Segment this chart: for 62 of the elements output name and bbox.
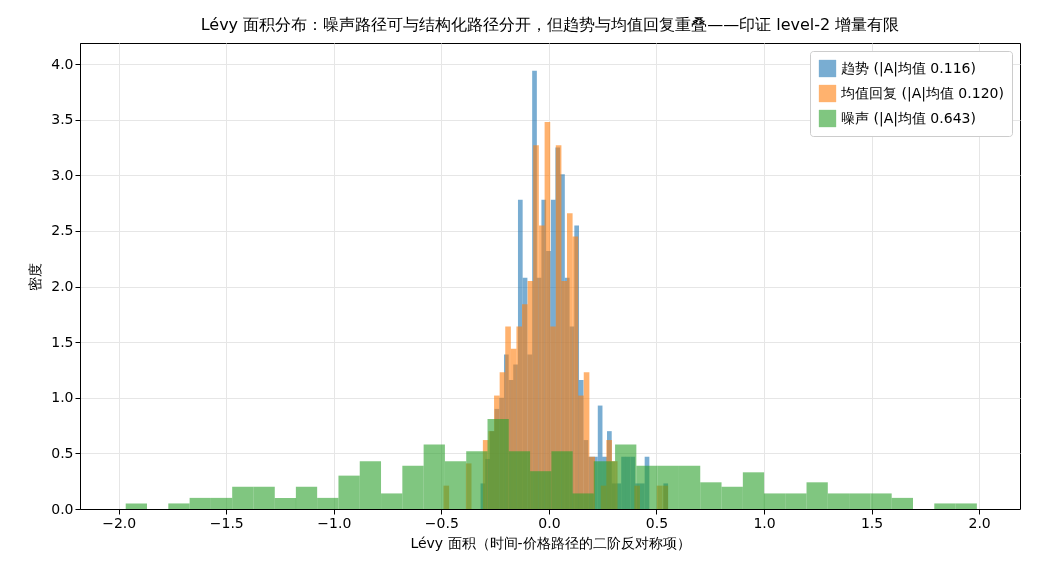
bar xyxy=(508,451,531,509)
x-tick-label: 0.0 xyxy=(538,514,561,531)
bar xyxy=(359,461,382,509)
bar xyxy=(678,465,701,509)
bar xyxy=(466,451,488,509)
bar xyxy=(636,465,658,509)
bar xyxy=(232,486,254,509)
x-tick-label: 1.0 xyxy=(753,514,776,531)
x-tick-label: −1.5 xyxy=(209,514,244,531)
x-tick-label: 2.0 xyxy=(968,514,991,531)
bar xyxy=(444,461,467,509)
y-tick-label: 4.0 xyxy=(51,55,74,72)
x-tick-label: −0.5 xyxy=(424,514,459,531)
bar xyxy=(934,503,956,509)
bar xyxy=(402,465,424,509)
bar xyxy=(423,444,445,509)
y-tick-label: 1.5 xyxy=(51,333,74,350)
x-axis-title: Lévy 面积（时间-价格路径的二阶反对称项） xyxy=(410,534,691,551)
y-axis-title: 密度 xyxy=(27,262,44,291)
y-tick-label: 0.0 xyxy=(51,500,74,517)
bar xyxy=(721,486,743,509)
y-tick-label: 2.5 xyxy=(51,222,74,239)
bar xyxy=(253,486,275,509)
bar xyxy=(785,493,807,509)
x-tick-label: −2.0 xyxy=(102,514,137,531)
y-tick-label: 0.5 xyxy=(51,444,74,461)
bar xyxy=(381,493,403,509)
bar xyxy=(827,493,850,509)
bar xyxy=(891,497,913,509)
bar xyxy=(742,472,765,509)
bar xyxy=(274,497,297,509)
x-tick-label: 0.5 xyxy=(645,514,669,531)
y-tick-label: 2.0 xyxy=(51,278,74,295)
bar xyxy=(189,497,211,509)
bar xyxy=(763,493,786,509)
x-tick-label: −1.0 xyxy=(317,514,352,531)
bar xyxy=(572,493,594,509)
bar xyxy=(487,418,509,509)
y-tick-label: 1.0 xyxy=(51,389,74,406)
x-tick-label: 1.5 xyxy=(860,514,884,531)
bar xyxy=(849,493,871,509)
bar xyxy=(955,503,977,509)
legend-label: 均值回复 (|A|均值 0.120) xyxy=(840,84,1004,102)
legend-label: 噪声 (|A|均值 0.643) xyxy=(841,109,976,127)
bar xyxy=(870,493,892,509)
y-tick-label: 3.5 xyxy=(51,111,74,128)
chart-title: Lévy 面积分布：噪声路径可与结构化路径分开，但趋势与均值回复重叠——印证 level-2 增量有限 xyxy=(200,15,900,34)
bar xyxy=(210,497,233,509)
bar xyxy=(806,482,828,509)
y-tick-label: 3.0 xyxy=(51,166,74,183)
bar xyxy=(657,465,679,509)
bar xyxy=(168,503,190,509)
bar xyxy=(530,471,552,509)
bar xyxy=(551,451,573,509)
bar xyxy=(338,475,360,509)
bar xyxy=(593,461,616,509)
bar xyxy=(295,486,318,509)
bar xyxy=(317,497,339,509)
bar xyxy=(125,503,147,509)
bar xyxy=(700,482,722,509)
legend-label: 趋势 (|A|均值 0.116) xyxy=(841,59,976,77)
bar xyxy=(615,444,637,509)
